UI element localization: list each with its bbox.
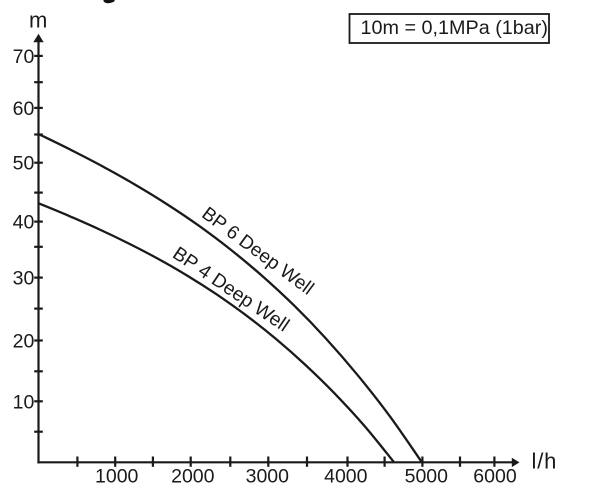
- svg-text:30: 30: [13, 268, 35, 290]
- svg-text:20: 20: [13, 331, 35, 353]
- svg-text:2000: 2000: [171, 465, 215, 487]
- svg-text:40: 40: [13, 212, 35, 234]
- svg-text:4000: 4000: [324, 465, 368, 487]
- svg-text:m: m: [29, 8, 47, 33]
- svg-text:50: 50: [13, 153, 35, 175]
- svg-text:l/h: l/h: [532, 449, 558, 474]
- svg-text:3000: 3000: [246, 465, 290, 487]
- svg-text:6000: 6000: [473, 465, 517, 487]
- svg-text:60: 60: [13, 98, 35, 120]
- svg-text:10: 10: [13, 391, 35, 413]
- svg-text:10m = 0,1MPa (1bar): 10m = 0,1MPa (1bar): [361, 17, 548, 39]
- svg-text:5000: 5000: [405, 465, 449, 487]
- svg-text:1000: 1000: [95, 465, 139, 487]
- svg-text:70: 70: [13, 46, 35, 68]
